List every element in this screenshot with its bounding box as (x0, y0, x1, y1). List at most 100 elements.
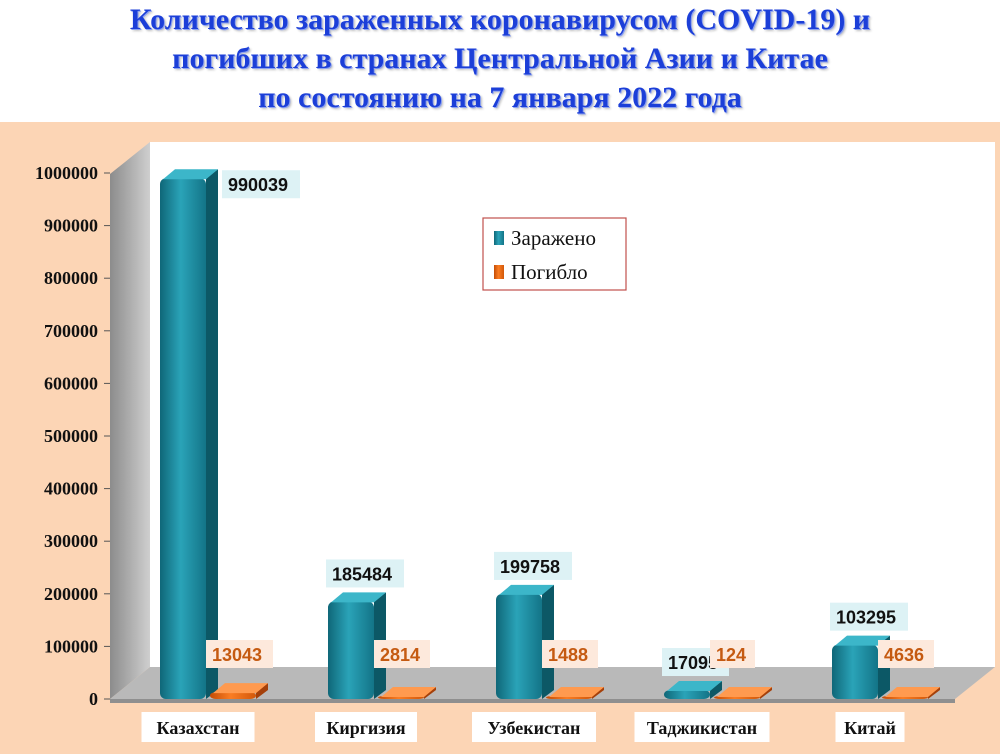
y-tick-label: 1000000 (35, 163, 98, 183)
x-tick-label-text: Китай (844, 718, 896, 738)
bar-infected-top (331, 592, 386, 603)
bar-dead (714, 687, 772, 699)
bar-infected-front (328, 601, 374, 699)
y-tick-label: 200000 (44, 584, 98, 604)
data-label-dead-text: 1488 (548, 645, 588, 665)
bar-dead-side (424, 687, 436, 699)
x-tick-label-text: Таджикистан (647, 718, 757, 738)
y-tick-label: 600000 (44, 373, 98, 393)
bar-dead-side (592, 687, 604, 699)
plot-back-wall (150, 142, 995, 667)
data-label-dead: 4636 (878, 640, 934, 668)
data-label-dead: 13043 (206, 640, 273, 668)
x-tick-label-text: Киргизия (326, 718, 406, 738)
data-label-infected-bg (494, 551, 572, 580)
x-tick-label: Таджикистан (634, 712, 770, 742)
x-tick-label-bg (315, 712, 417, 742)
bar-infected-front (832, 644, 878, 699)
y-tick-label: 300000 (44, 531, 98, 551)
bar-infected-front (160, 178, 206, 699)
bar-dead-top (885, 687, 940, 697)
y-tick-label: 0 (89, 689, 98, 709)
data-label-dead-text: 124 (716, 645, 746, 665)
data-label-dead-bg (542, 640, 598, 668)
legend-label-infected: Заражено (511, 226, 596, 250)
x-tick-label-bg (634, 712, 770, 742)
y-tick-label: 700000 (44, 321, 98, 341)
data-label-dead-bg (710, 640, 755, 668)
bar-dead-top (213, 683, 268, 694)
bar-chart: 0 100000 200000 300000 400000 500000 600000 700… (35, 142, 995, 742)
data-label-infected: 103295 (830, 602, 908, 631)
x-tick-label-text: Узбекистан (488, 718, 581, 738)
legend-label-dead: Погибло (511, 260, 588, 284)
data-label-dead-bg (374, 640, 430, 668)
data-label-infected: 185484 (326, 559, 404, 588)
y-tick-label: 900000 (44, 216, 98, 236)
bar-infected-side (710, 681, 722, 699)
chart-title: Количество зараженных коронавирусом (COV… (0, 0, 1000, 122)
data-label-infected-bg (326, 559, 404, 588)
bar-dead (546, 687, 604, 699)
bar-infected-top (499, 584, 554, 595)
data-label-dead-text: 4636 (884, 645, 924, 665)
title-line-2: погибших в странах Центральной Азии и Ки… (172, 42, 828, 75)
data-label-dead-text: 2814 (380, 645, 420, 665)
data-label-infected-bg (830, 602, 908, 631)
data-label-infected-text: 199758 (500, 557, 560, 577)
plot-side-wall (110, 142, 150, 699)
bar-dead-top (549, 687, 604, 697)
plot-floor-edge (110, 699, 955, 703)
data-label-infected: 199758 (494, 551, 572, 580)
bar-dead (210, 683, 268, 699)
legend-swatch-infected (494, 231, 504, 245)
bar-dead-front (210, 692, 256, 699)
data-label-infected: 990039 (222, 170, 300, 199)
data-label-infected-bg (222, 170, 300, 199)
legend-box (482, 217, 627, 291)
x-tick-label: Китай (835, 712, 905, 742)
data-label-dead: 124 (710, 640, 755, 668)
x-tick-label-bg (472, 712, 596, 742)
data-label-infected-text: 185484 (332, 564, 392, 584)
bar-dead-top (717, 687, 772, 697)
bar-dead-top (381, 687, 436, 697)
bar-dead-side (256, 683, 268, 699)
bar-infected (496, 584, 554, 699)
data-label-dead: 1488 (542, 640, 598, 668)
y-tick-label: 400000 (44, 479, 98, 499)
data-label-dead-text: 13043 (212, 645, 262, 665)
legend-swatch-dead (494, 265, 504, 279)
bar-infected-front (496, 593, 542, 699)
x-tick-label: Узбекистан (472, 712, 596, 742)
bar-infected-top (835, 635, 890, 646)
x-tick-label: Казахстан (141, 712, 255, 742)
y-tick-label: 800000 (44, 268, 98, 288)
bar-dead-side (928, 687, 940, 699)
data-label-dead-bg (878, 640, 934, 668)
data-label-infected-text: 17095 (668, 653, 718, 673)
title-line-3: по состоянию на 7 января 2022 года (258, 81, 742, 114)
bar-dead (882, 687, 940, 699)
legend: Заражено Погибло (482, 217, 627, 291)
bar-infected-front (664, 690, 710, 699)
bar-dead-side (760, 687, 772, 699)
x-tick-label-bg (835, 712, 905, 742)
y-tick-label: 500000 (44, 426, 98, 446)
data-label-dead-bg (206, 640, 273, 668)
data-label-infected-text: 990039 (228, 175, 288, 195)
bar-infected (160, 169, 218, 699)
bar-infected (664, 681, 722, 699)
title-line-1: Количество зараженных коронавирусом (COV… (129, 3, 871, 36)
y-tick-label: 100000 (44, 636, 98, 656)
bar-infected-top (667, 681, 722, 692)
bar-infected-side (206, 169, 218, 699)
data-label-dead: 2814 (374, 640, 430, 668)
x-tick-label-bg (141, 712, 255, 742)
bar-infected-top (163, 169, 218, 180)
bar-dead (378, 687, 436, 699)
x-tick-label-text: Казахстан (157, 718, 240, 738)
chart-area: 0 100000 200000 300000 400000 500000 600000 700… (0, 122, 1000, 754)
data-label-infected-text: 103295 (836, 608, 896, 628)
x-tick-label: Киргизия (315, 712, 417, 742)
